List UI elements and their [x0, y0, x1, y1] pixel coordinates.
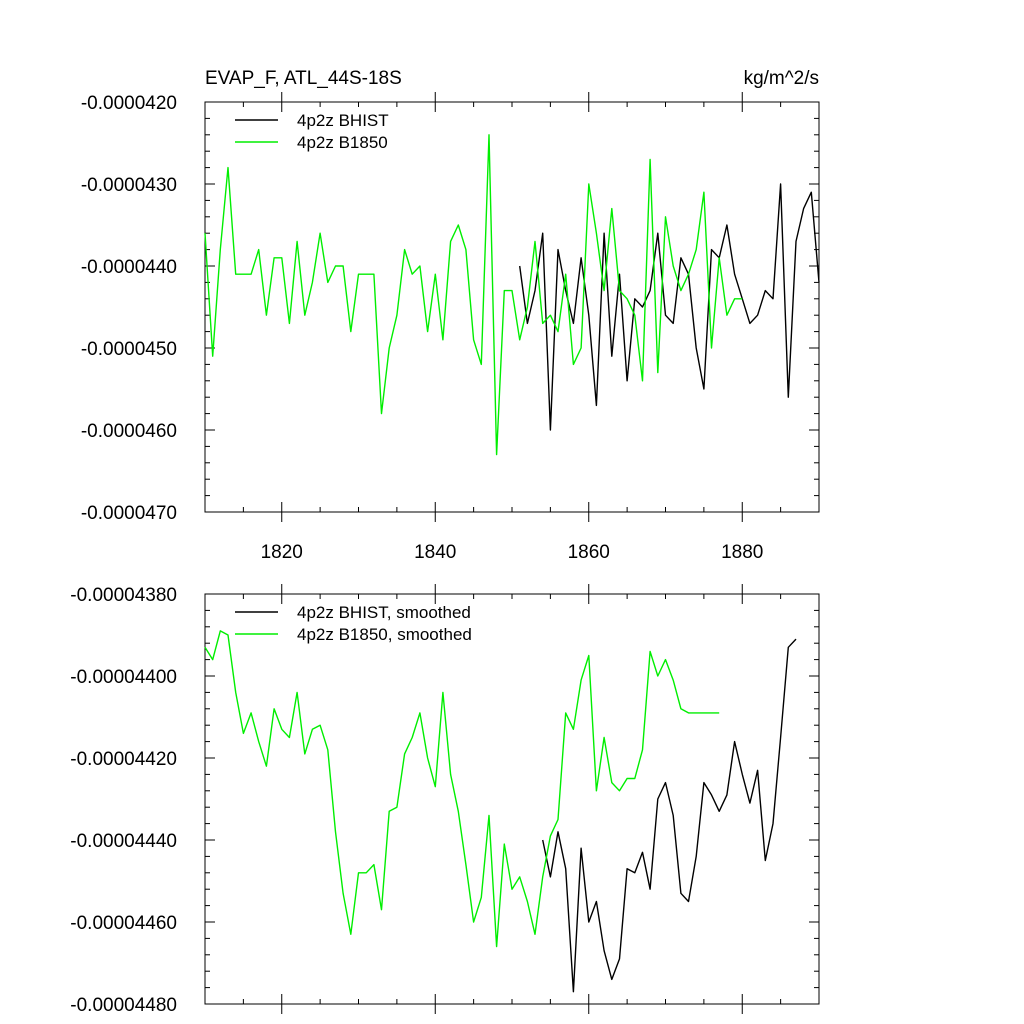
series-line-bhist: [519, 183, 820, 431]
legend-label: 4p2z BHIST: [297, 111, 389, 130]
panel-top: -0.0000470 -0.0000460 -0.0000450 -0.0000440…: [81, 68, 820, 563]
x-tick-label: 1840: [414, 542, 456, 563]
units-label: kg/m^2/s: [744, 68, 819, 89]
y-tick-label: -0.00004420: [70, 749, 177, 770]
plot-frame: [204, 593, 820, 1005]
legend-label: 4p2z B1850, smoothed: [297, 625, 472, 644]
y-tick-label: -0.00004380: [70, 585, 177, 606]
y-tick-label: -0.00004460: [70, 913, 177, 934]
series-line-b1850: [204, 134, 743, 456]
x-tick-label: 1860: [568, 542, 610, 563]
plot-frame: [204, 101, 820, 513]
series-line-bhist: [542, 638, 797, 993]
y-tick-label: -0.0000430: [81, 175, 177, 196]
y-tick-label: -0.00004440: [70, 831, 177, 852]
y-tick-label: -0.0000420: [81, 93, 177, 114]
y-tick-label: -0.0000460: [81, 421, 177, 442]
chart-title: EVAP_F, ATL_44S-18S: [205, 68, 402, 89]
y-tick-label: -0.00004400: [70, 667, 177, 688]
panel-bottom: -0.00004480 -0.00004460 -0.00004440 -0.0000…: [70, 584, 820, 1016]
y-tick-label: -0.0000470: [81, 503, 177, 524]
y-tick-label: -0.0000440: [81, 257, 177, 278]
legend-label: 4p2z B1850: [297, 133, 388, 152]
x-tick-label: 1820: [261, 542, 303, 563]
x-tick-label: 1880: [721, 542, 763, 563]
series-line-b1850: [204, 630, 720, 948]
y-tick-label: -0.0000450: [81, 339, 177, 360]
y-tick-label: -0.00004480: [70, 995, 177, 1016]
legend-label: 4p2z BHIST, smoothed: [297, 603, 471, 622]
